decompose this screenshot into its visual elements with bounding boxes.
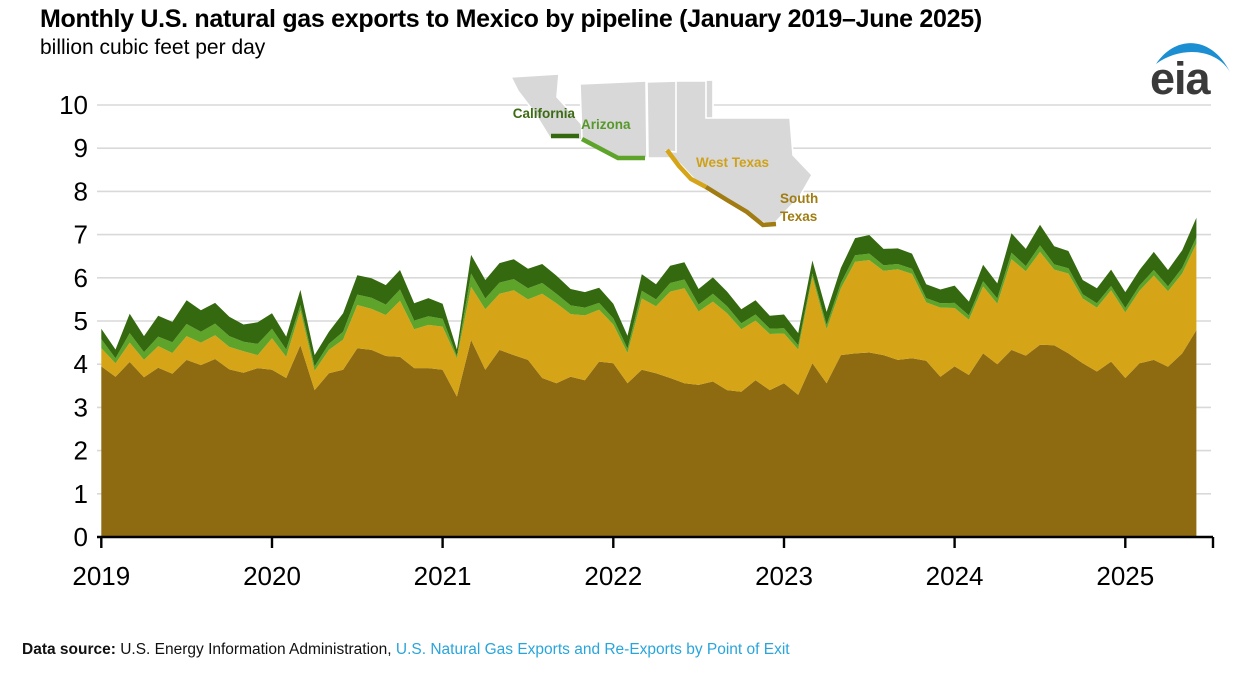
eia-logo-text: eia — [1150, 53, 1212, 100]
data-source-prefix: Data source: — [22, 641, 121, 658]
west-texas-border-segment — [665, 148, 708, 189]
y-axis-label: 6 — [74, 263, 88, 293]
x-axis-label: 2024 — [926, 561, 984, 591]
south-texas-label-line1: South — [780, 191, 818, 206]
y-axis-label: 4 — [74, 349, 88, 379]
y-axis-label: 0 — [74, 522, 88, 552]
arizona-label: Arizona — [581, 117, 631, 132]
area-band-south-texas — [101, 330, 1197, 537]
x-axis-label: 2020 — [243, 561, 301, 591]
y-axis-label: 8 — [74, 176, 88, 206]
x-axis-label: 2021 — [414, 561, 472, 591]
x-axis-label: 2019 — [72, 561, 130, 591]
data-source-link[interactable]: U.S. Natural Gas Exports and Re-Exports … — [395, 641, 790, 658]
south-texas-border-segment — [704, 185, 777, 228]
x-axis-label: 2023 — [755, 561, 813, 591]
x-axis: 2019 2020 2021 2022 2023 2024 2025 — [72, 535, 1215, 591]
area-band-california — [101, 217, 1197, 367]
x-axis-label: 2025 — [1096, 561, 1154, 591]
y-axis-label: 10 — [59, 90, 88, 120]
eia-swoosh-icon — [1156, 43, 1230, 72]
california-state-shape — [509, 73, 589, 142]
y-axis-label: 3 — [74, 392, 88, 422]
y-axis-label: 5 — [74, 306, 88, 336]
x-axis-label: 2022 — [584, 561, 642, 591]
data-source-footer: Data source: U.S. Energy Information Adm… — [22, 641, 790, 659]
y-axis-label: 9 — [74, 133, 88, 163]
page-title: Monthly U.S. natural gas exports to Mexi… — [40, 5, 982, 33]
eia-logo: eia — [1146, 34, 1234, 104]
area-band-west-texas — [101, 243, 1197, 397]
south-texas-label-line2: Texas — [780, 209, 817, 224]
eia-logo-graphic: eia — [1150, 43, 1230, 104]
y-axis-label: 1 — [74, 479, 88, 509]
border-map-inset: California Arizona West Texas South Texa… — [509, 73, 818, 228]
chart-units-subtitle: billion cubic feet per day — [40, 36, 266, 59]
y-axis-label: 7 — [74, 220, 88, 250]
california-label: California — [513, 106, 576, 121]
arizona-border-segment — [580, 137, 645, 161]
y-axis-label: 2 — [74, 436, 88, 466]
data-source-text: U.S. Energy Information Administration, — [120, 641, 396, 658]
area-series — [101, 217, 1197, 537]
west-texas-label: West Texas — [696, 155, 769, 170]
